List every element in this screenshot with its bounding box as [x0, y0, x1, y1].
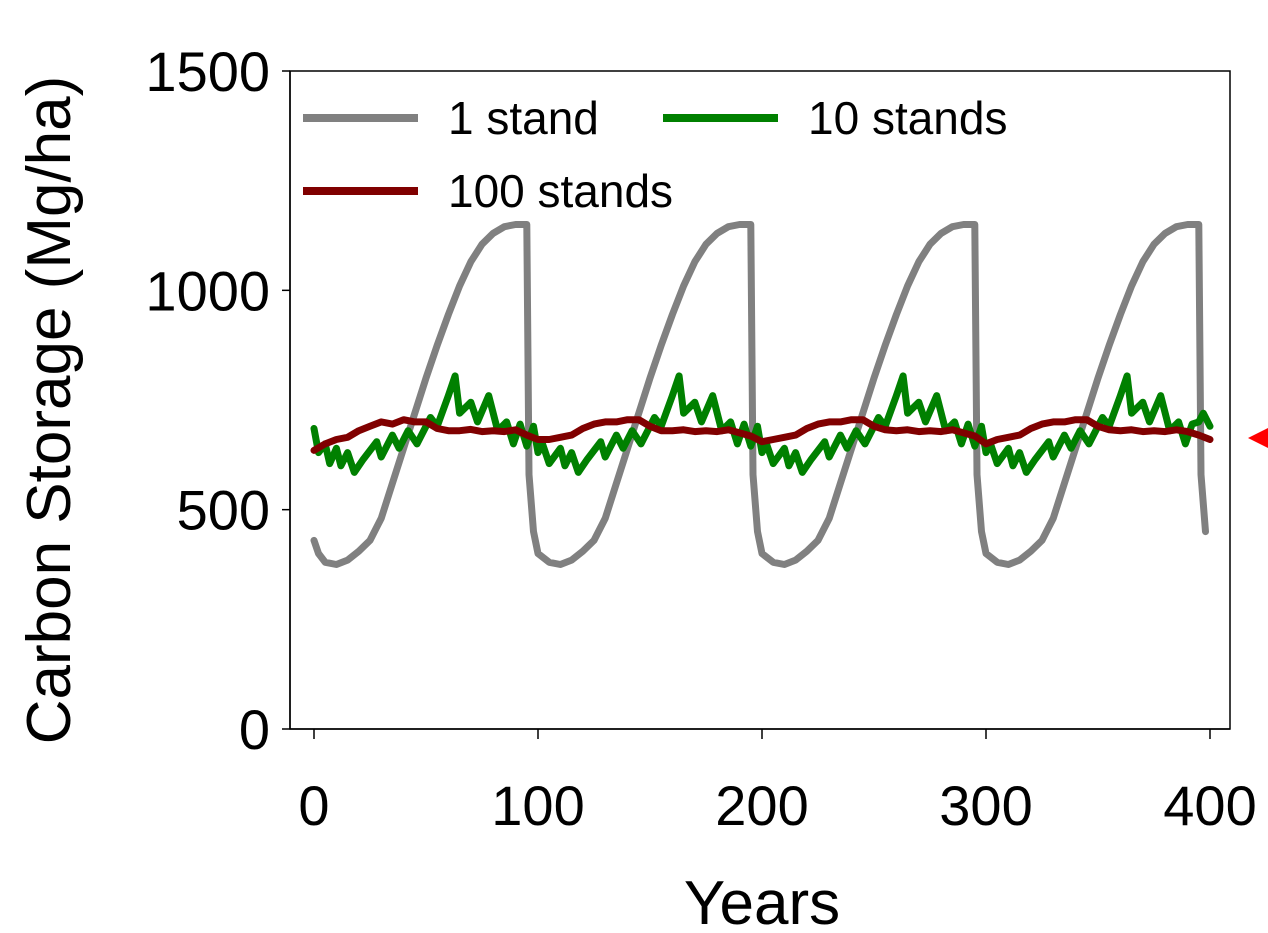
- x-tick-label: 0: [298, 774, 329, 837]
- y-tick-group: 0 500 1000 1500: [145, 40, 290, 761]
- series-line-1-stand: [310, 221, 1209, 568]
- y-axis-title: Carbon Storage (Mg/ha): [15, 76, 84, 745]
- y-tick-label: 1500: [145, 40, 270, 103]
- y-tick-label: 500: [177, 479, 270, 542]
- x-axis: 0 100 200 300 400: [290, 728, 1257, 837]
- x-tick-label: 200: [715, 774, 808, 837]
- legend-label-100-stands: 100 stands: [448, 165, 673, 217]
- x-tick-group: 0 100 200 300 400: [298, 729, 1257, 837]
- y-tick-label: 0: [239, 698, 270, 761]
- y-axis: 0 500 1000 1500: [145, 40, 291, 761]
- x-tick-label: 300: [939, 774, 1032, 837]
- x-axis-title: Years: [684, 869, 840, 933]
- x-tick-label: 100: [491, 774, 584, 837]
- series-group: [310, 221, 1214, 568]
- x-tick-label: 400: [1163, 774, 1256, 837]
- legend: 1 stand 10 stands 100 stands: [303, 92, 1007, 217]
- legend-label-10-stands: 10 stands: [808, 92, 1007, 144]
- series-line-100-stands: [310, 416, 1214, 454]
- y-tick-label: 1000: [145, 259, 270, 322]
- legend-label-1-stand: 1 stand: [448, 92, 599, 144]
- red-arrow-marker: [1248, 428, 1268, 448]
